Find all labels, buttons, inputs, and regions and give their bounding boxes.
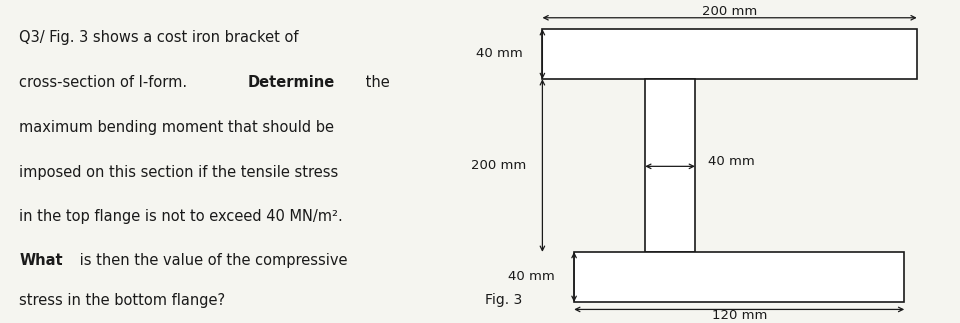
Text: is then the value of the compressive: is then the value of the compressive: [76, 253, 348, 267]
Text: 40 mm: 40 mm: [508, 270, 555, 283]
Text: maximum bending moment that should be: maximum bending moment that should be: [19, 120, 334, 135]
Text: Q3/ Fig. 3 shows a cost iron bracket of: Q3/ Fig. 3 shows a cost iron bracket of: [19, 30, 299, 45]
Bar: [574, 252, 904, 302]
Text: 200 mm: 200 mm: [702, 5, 757, 18]
Text: imposed on this section if the tensile stress: imposed on this section if the tensile s…: [19, 165, 339, 180]
Bar: [542, 29, 917, 79]
Text: the: the: [361, 75, 390, 90]
Text: cross-section of I-form.: cross-section of I-form.: [19, 75, 197, 90]
Text: in the top flange is not to exceed 40 MN/m².: in the top flange is not to exceed 40 MN…: [19, 209, 343, 224]
Text: 40 mm: 40 mm: [708, 155, 756, 168]
Text: Fig. 3: Fig. 3: [485, 293, 522, 307]
Text: 120 mm: 120 mm: [711, 309, 767, 322]
Text: Determine: Determine: [248, 75, 335, 90]
Bar: [645, 79, 695, 252]
Text: stress in the bottom flange?: stress in the bottom flange?: [19, 293, 226, 308]
Text: What: What: [19, 253, 62, 267]
Text: 40 mm: 40 mm: [476, 47, 523, 60]
Text: 200 mm: 200 mm: [470, 159, 526, 172]
